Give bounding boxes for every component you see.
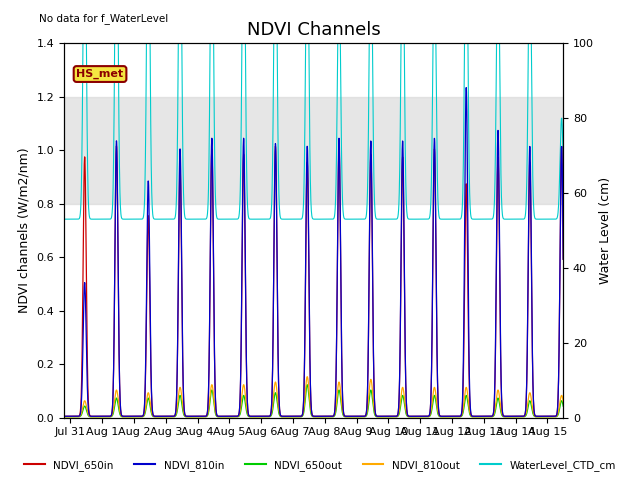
NDVI_650out [303, 382, 311, 387]
Legend: NDVI_650in, NDVI_810in, NDVI_650out, NDVI_810out, WaterLevel_CTD_cm: NDVI_650in, NDVI_810in, NDVI_650out, NDV… [20, 456, 620, 475]
Line: WaterLevel_CTD_cm: WaterLevel_CTD_cm [64, 0, 563, 219]
Line: NDVI_810in: NDVI_810in [64, 88, 563, 416]
NDVI_650out [496, 403, 504, 408]
NDVI_650out [273, 398, 281, 404]
NDVI_810out [550, 414, 557, 420]
Y-axis label: Water Level (cm): Water Level (cm) [600, 177, 612, 284]
NDVI_810in [559, 256, 567, 262]
NDVI_810in [60, 413, 68, 419]
NDVI_810in [147, 337, 154, 343]
NDVI_650out [60, 414, 68, 420]
NDVI_810out [117, 412, 125, 418]
NDVI_810in [462, 85, 470, 91]
NDVI_650in [559, 256, 567, 262]
WaterLevel_CTD_cm [550, 216, 557, 222]
WaterLevel_CTD_cm [252, 216, 259, 222]
NDVI_650in [496, 280, 504, 286]
NDVI_810in [252, 413, 259, 419]
Line: NDVI_650in: NDVI_650in [64, 146, 563, 416]
NDVI_650in [273, 277, 281, 283]
Title: NDVI Channels: NDVI Channels [247, 21, 380, 39]
WaterLevel_CTD_cm [60, 216, 68, 222]
NDVI_650out [252, 414, 259, 420]
WaterLevel_CTD_cm [496, 72, 504, 78]
NDVI_810out [559, 399, 567, 405]
Text: No data for f_WaterLevel: No data for f_WaterLevel [39, 13, 168, 24]
NDVI_650in [147, 359, 155, 365]
Y-axis label: NDVI channels (W/m2/nm): NDVI channels (W/m2/nm) [18, 147, 31, 313]
WaterLevel_CTD_cm [273, 50, 281, 56]
NDVI_650out [559, 403, 567, 409]
NDVI_810in [117, 409, 125, 415]
NDVI_810in [496, 266, 504, 272]
NDVI_650in [117, 411, 125, 417]
NDVI_810in [550, 413, 557, 419]
NDVI_810out [273, 390, 281, 396]
Line: NDVI_650out: NDVI_650out [64, 384, 563, 417]
NDVI_810out [252, 414, 259, 420]
NDVI_810out [60, 414, 68, 420]
NDVI_650in [113, 144, 120, 149]
NDVI_650in [60, 413, 68, 419]
NDVI_650in [252, 413, 259, 419]
NDVI_650in [550, 413, 557, 419]
WaterLevel_CTD_cm [147, 120, 155, 125]
NDVI_810out [303, 374, 311, 380]
Bar [64, 96, 563, 204]
NDVI_810in [273, 258, 281, 264]
NDVI_810out [147, 402, 154, 408]
NDVI_810out [496, 396, 504, 402]
Line: NDVI_810out: NDVI_810out [64, 377, 563, 417]
NDVI_650out [147, 406, 154, 412]
Text: HS_met: HS_met [77, 69, 124, 79]
WaterLevel_CTD_cm [117, 213, 125, 218]
WaterLevel_CTD_cm [559, 157, 567, 163]
NDVI_650out [550, 414, 557, 420]
NDVI_650out [117, 413, 125, 419]
